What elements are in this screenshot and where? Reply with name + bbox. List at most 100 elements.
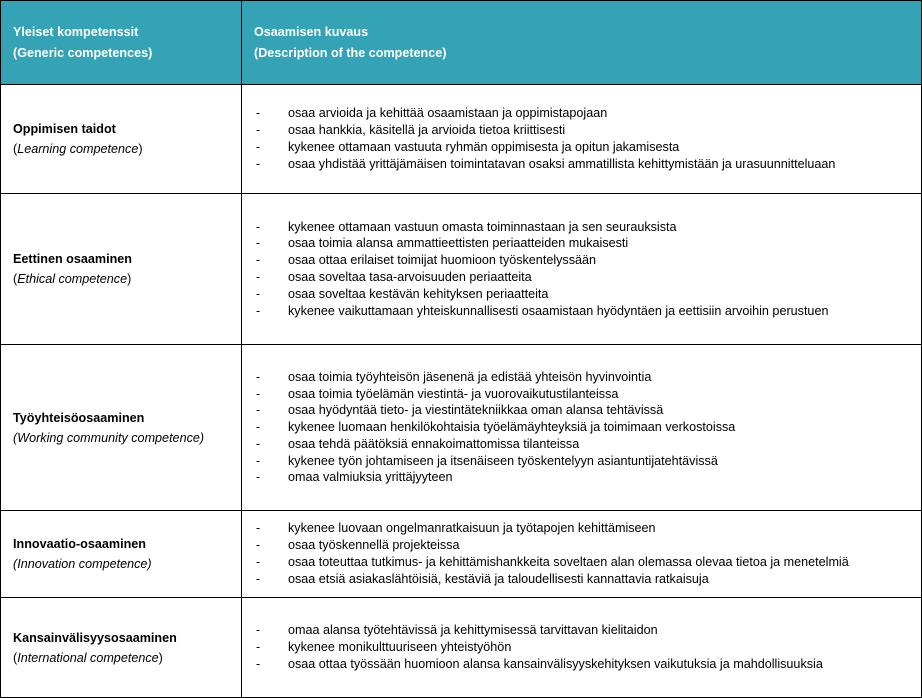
description-cell: - osaa toimia työyhteisön jäsenenä ja edi… (241, 344, 922, 511)
competence-subtitle-text: Learning competence (17, 142, 139, 156)
list-item-text: osaa toimia alansa ammattieettisten peri… (288, 236, 629, 251)
header-col2-title: Osaamisen kuvaus (254, 24, 369, 39)
competence-cell: Innovaatio-osaaminen (Innovation competen… (0, 510, 242, 598)
header-col1-subtitle: (Generic competences) (13, 45, 153, 60)
list-item-text: osaa tehdä päätöksiä ennakoimattomissa t… (288, 436, 580, 451)
bullet-dash: - (256, 106, 261, 121)
bullet-dash: - (256, 253, 261, 268)
competence-subtitle: (Working community competence) (13, 430, 205, 445)
description-list: - osaa arvioida ja kehittää osaamistaan j… (256, 105, 921, 172)
list-item-text: osaa hyödyntää tieto- ja viestintäteknii… (288, 403, 664, 418)
list-item-text: osaa arvioida ja kehittää osaamistaan ja… (288, 106, 608, 121)
competence-title: Eettinen osaaminen (13, 252, 132, 266)
list-item: - osaa ottaa työssään huomioon alansa kan… (256, 656, 921, 673)
list-item-text: osaa toimia työyhteisön jäsenenä ja edis… (288, 369, 652, 384)
list-item-text: osaa yhdistää yrittäjämäisen toimintatav… (288, 156, 836, 171)
header-col1-title: Yleiset kompetenssit (13, 24, 139, 39)
list-item-text: osaa etsiä asiakaslähtöisiä, kestäviä ja… (288, 571, 709, 586)
bullet-dash: - (256, 123, 261, 138)
description-list: - osaa toimia työyhteisön jäsenenä ja edi… (256, 369, 921, 487)
bullet-dash: - (256, 453, 261, 468)
table-row: Oppimisen taidot (Learning competence) - os… (0, 84, 922, 194)
description-list: - kykenee ottamaan vastuun omasta toiminn… (256, 219, 921, 320)
list-item-text: kykenee luomaan henkilökohtaisia työeläm… (288, 420, 736, 435)
bullet-dash: - (256, 640, 261, 655)
list-item: - kykenee työn johtamiseen ja itsenäiseen… (256, 453, 921, 470)
bullet-dash: - (256, 286, 261, 301)
list-item-text: osaa soveltaa kestävän kehityksen periaa… (288, 286, 549, 301)
list-item: - osaa tehdä päätöksiä ennakoimattomissa … (256, 436, 921, 453)
list-item: - kykenee luovaan ongelmanratkaisuun ja t… (256, 520, 921, 537)
list-item: - osaa soveltaa tasa-arvoisuuden periaatt… (256, 269, 921, 286)
bullet-dash: - (256, 270, 261, 284)
description-cell: - kykenee luovaan ongelmanratkaisuun ja t… (241, 510, 922, 598)
list-item: - osaa toteuttaa tutkimus- ja kehittämish… (256, 554, 921, 571)
list-item: - osaa soveltaa kestävän kehityksen peria… (256, 286, 921, 303)
description-list: - kykenee luovaan ongelmanratkaisuun ja t… (256, 520, 921, 587)
list-item-text: kykenee vaikuttamaan yhteiskunnallisesti… (288, 303, 829, 318)
bullet-dash: - (256, 538, 261, 553)
list-item: - kykenee ottamaan vastuuta ryhmän oppimi… (256, 139, 921, 156)
competence-cell: Kansainvälisyysosaaminen (International c… (0, 597, 242, 698)
competence-title: Innovaatio-osaaminen (13, 537, 146, 551)
competence-subtitle: (Learning competence) (13, 142, 143, 156)
description-cell: - omaa alansa työtehtävissä ja kehittymis… (241, 597, 922, 698)
list-item: - osaa toimia työyhteisön jäsenenä ja edi… (256, 369, 921, 386)
bullet-dash: - (256, 236, 261, 251)
competence-subtitle-text: Ethical competence (17, 272, 128, 286)
list-item: - osaa etsiä asiakaslähtöisiä, kestäviä j… (256, 571, 921, 588)
bullet-dash: - (256, 436, 261, 451)
header-col2-subtitle: (Description of the competence) (254, 45, 447, 60)
list-item-text: kykenee monikulttuuriseen yhteistyöhön (288, 640, 512, 655)
bullet-dash: - (256, 656, 261, 671)
header-description: Osaamisen kuvaus (Description of the com… (241, 0, 922, 85)
list-item-text: kykenee ottamaan vastuun omasta toiminna… (288, 219, 677, 234)
bullet-dash: - (256, 219, 261, 234)
table-row: Työyhteisöosaaminen (Working community co… (0, 344, 922, 511)
list-item: - kykenee monikulttuuriseen yhteistyöhön (256, 639, 921, 656)
table-row: Kansainvälisyysosaaminen (International c… (0, 597, 922, 698)
list-item-text: osaa soveltaa tasa-arvoisuuden periaatte… (288, 270, 532, 284)
competence-cell: Eettinen osaaminen (Ethical competence) (0, 193, 242, 345)
list-item-text: osaa hankkia, käsitellä ja arvioida tiet… (288, 123, 566, 138)
bullet-dash: - (256, 369, 261, 384)
list-item: - kykenee vaikuttamaan yhteiskunnallisest… (256, 303, 921, 320)
competence-subtitle: (Ethical competence) (13, 272, 132, 286)
competence-title: Kansainvälisyysosaaminen (13, 630, 177, 645)
list-item-text: omaa alansa työtehtävissä ja kehittymise… (288, 623, 658, 638)
competence-subtitle: (International competence) (13, 650, 163, 665)
competence-subtitle: (Innovation competence) (13, 557, 152, 571)
bullet-dash: - (256, 140, 261, 154)
list-item: - kykenee ottamaan vastuun omasta toiminn… (256, 219, 921, 236)
list-item: - omaa valmiuksia yrittäjyyteen (256, 469, 921, 486)
table-row: Innovaatio-osaaminen (Innovation competen… (0, 510, 922, 598)
list-item-text: osaa työskennellä projekteissa (288, 538, 460, 553)
list-item: - osaa työskennellä projekteissa (256, 537, 921, 554)
list-item-text: kykenee työn johtamiseen ja itsenäiseen … (288, 453, 718, 468)
bullet-dash: - (256, 303, 261, 318)
description-list: - omaa alansa työtehtävissä ja kehittymis… (256, 622, 921, 672)
list-item-text: kykenee ottamaan vastuuta ryhmän oppimis… (288, 140, 680, 154)
table-row: Eettinen osaaminen (Ethical competence) - k… (0, 193, 922, 345)
list-item-text: omaa valmiuksia yrittäjyyteen (288, 470, 453, 485)
bullet-dash: - (256, 156, 261, 171)
competence-title: Oppimisen taidot (13, 122, 116, 136)
bullet-dash: - (256, 403, 261, 418)
list-item-text: osaa ottaa työssään huomioon alansa kans… (288, 656, 823, 671)
bullet-dash: - (256, 521, 261, 536)
header-row: Yleiset kompetenssit (Generic competence… (0, 0, 922, 85)
bullet-dash: - (256, 571, 261, 586)
list-item: - osaa arvioida ja kehittää osaamistaan j… (256, 105, 921, 122)
competence-cell: Työyhteisöosaaminen (Working community co… (0, 344, 242, 511)
competence-subtitle-text: International competence (17, 650, 159, 665)
bullet-dash: - (256, 623, 261, 638)
list-item-text: osaa toteuttaa tutkimus- ja kehittämisha… (288, 555, 849, 569)
list-item: - osaa hyödyntää tieto- ja viestintätekni… (256, 402, 921, 419)
list-item: - kykenee luomaan henkilökohtaisia työelä… (256, 419, 921, 436)
list-item-text: osaa ottaa erilaiset toimijat huomioon t… (288, 253, 597, 268)
description-cell: - kykenee ottamaan vastuun omasta toiminn… (241, 193, 922, 345)
list-item-text: kykenee luovaan ongelmanratkaisuun ja ty… (288, 521, 656, 536)
header-generic-competences: Yleiset kompetenssit (Generic competence… (0, 0, 242, 85)
bullet-dash: - (256, 470, 261, 485)
